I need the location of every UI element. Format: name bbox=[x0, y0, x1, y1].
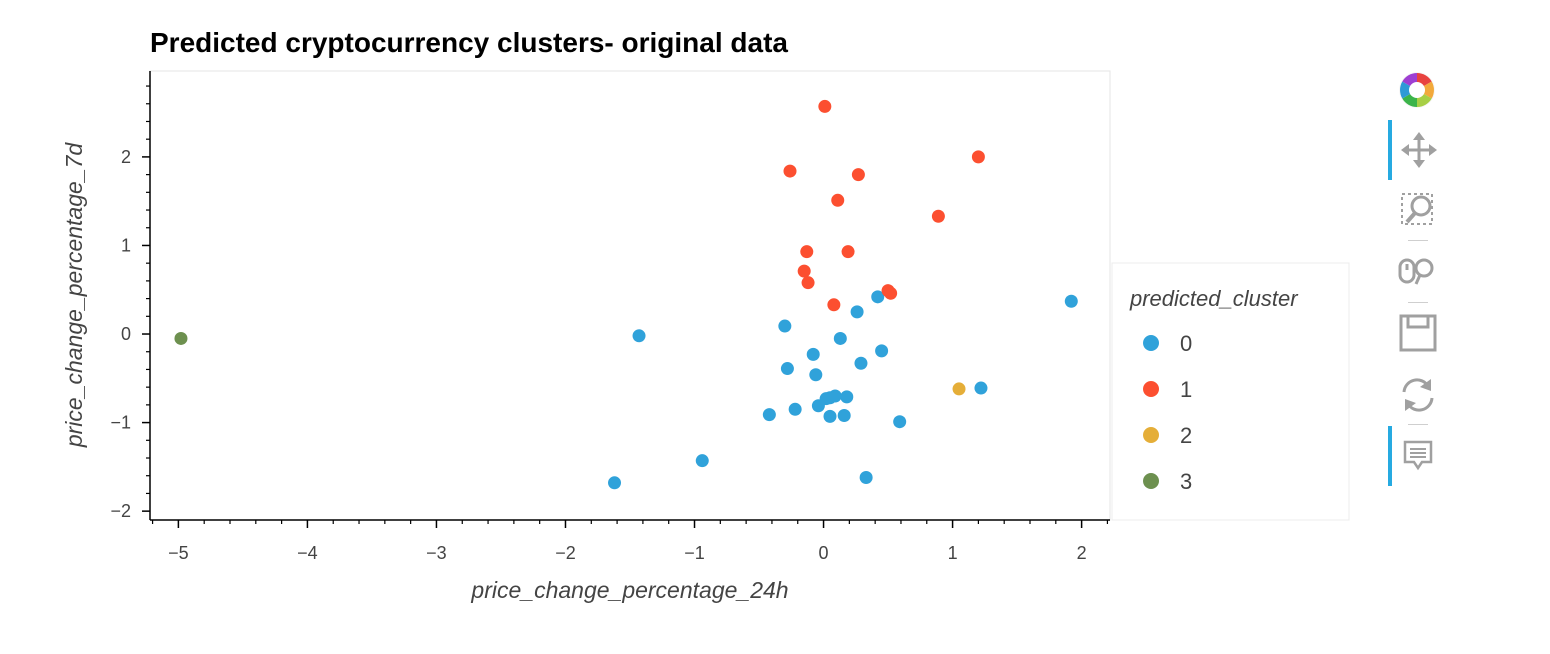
scatter-point-cluster-0[interactable] bbox=[840, 390, 854, 404]
y-tick-label: 2 bbox=[121, 147, 131, 167]
legend-label-0[interactable]: 0 bbox=[1180, 331, 1192, 356]
scatter-point-cluster-1[interactable] bbox=[800, 245, 814, 259]
scatter-point-cluster-1[interactable] bbox=[827, 298, 841, 312]
scatter-point-cluster-0[interactable] bbox=[859, 470, 873, 484]
scatter-point-cluster-1[interactable] bbox=[851, 168, 865, 182]
pan-move-icon bbox=[1401, 132, 1437, 168]
scatter-point-cluster-0[interactable] bbox=[823, 409, 837, 423]
scatter-point-cluster-0[interactable] bbox=[806, 347, 820, 361]
pan-tool-button[interactable] bbox=[1385, 120, 1445, 180]
scatter-point-cluster-1[interactable] bbox=[797, 264, 811, 278]
y-tick-label: −2 bbox=[110, 501, 131, 521]
scatter-point-cluster-1[interactable] bbox=[841, 245, 855, 259]
axes: −5 −4 −3 −2 −1 0 1 2 −2 −1 0 1 2 bbox=[110, 71, 1110, 563]
scatter-point-cluster-0[interactable] bbox=[871, 290, 885, 304]
y-tick-label: 0 bbox=[121, 324, 131, 344]
x-axis-label: price_change_percentage_24h bbox=[470, 577, 788, 603]
hover-tool-button[interactable] bbox=[1385, 426, 1445, 486]
scatter-point-cluster-0[interactable] bbox=[1064, 294, 1078, 308]
scatter-point-cluster-2[interactable] bbox=[952, 382, 966, 396]
legend-title: predicted_cluster bbox=[1129, 286, 1299, 311]
save-icon bbox=[1399, 314, 1437, 352]
scatter-point-cluster-0[interactable] bbox=[875, 344, 889, 358]
legend-marker-2[interactable] bbox=[1143, 427, 1159, 443]
scatter-point-cluster-0[interactable] bbox=[850, 305, 864, 319]
legend-marker-0[interactable] bbox=[1143, 335, 1159, 351]
scatter-point-cluster-0[interactable] bbox=[778, 319, 792, 333]
legend-marker-3[interactable] bbox=[1143, 473, 1159, 489]
plot-frame[interactable] bbox=[149, 70, 1111, 521]
scatter-points bbox=[174, 99, 1078, 490]
box-zoom-tool-button[interactable] bbox=[1385, 186, 1445, 238]
x-tick-label: 2 bbox=[1077, 543, 1087, 563]
chart-title: Predicted cryptocurrency clusters- origi… bbox=[150, 27, 788, 58]
scatter-point-cluster-3[interactable] bbox=[174, 331, 188, 345]
scatter-point-cluster-0[interactable] bbox=[780, 362, 794, 376]
scatter-point-cluster-1[interactable] bbox=[884, 286, 898, 300]
scatter-point-cluster-0[interactable] bbox=[809, 368, 823, 382]
scatter-point-cluster-1[interactable] bbox=[971, 150, 985, 164]
scatter-point-cluster-0[interactable] bbox=[854, 356, 868, 370]
scatter-point-cluster-0[interactable] bbox=[762, 408, 776, 422]
scatter-point-cluster-0[interactable] bbox=[893, 415, 907, 429]
wheel-zoom-tool-button[interactable] bbox=[1385, 248, 1445, 300]
scatter-point-cluster-0[interactable] bbox=[828, 389, 842, 403]
legend-label-2[interactable]: 2 bbox=[1180, 423, 1192, 448]
y-tick-label: −1 bbox=[110, 413, 131, 433]
box-zoom-icon bbox=[1401, 193, 1433, 225]
legend-marker-1[interactable] bbox=[1143, 381, 1159, 397]
scatter-point-cluster-0[interactable] bbox=[632, 329, 646, 343]
x-tick-label: −2 bbox=[555, 543, 576, 563]
legend: predicted_cluster 0 1 2 3 bbox=[1111, 262, 1350, 521]
x-tick-label: −3 bbox=[426, 543, 447, 563]
scatter-point-cluster-0[interactable] bbox=[695, 454, 709, 468]
y-axis-label: price_change_percentage_7d bbox=[61, 142, 87, 449]
x-tick-label: −4 bbox=[297, 543, 318, 563]
scatter-point-cluster-0[interactable] bbox=[974, 381, 988, 395]
toolbar bbox=[1385, 62, 1445, 502]
bokeh-logo-icon[interactable] bbox=[1385, 62, 1445, 112]
x-tick-label: 0 bbox=[819, 543, 829, 563]
scatter-point-cluster-0[interactable] bbox=[837, 408, 851, 422]
scatter-point-cluster-0[interactable] bbox=[608, 476, 622, 490]
reset-icon bbox=[1402, 378, 1434, 412]
scatter-point-cluster-1[interactable] bbox=[931, 209, 945, 223]
scatter-point-cluster-1[interactable] bbox=[818, 99, 832, 113]
legend-label-1[interactable]: 1 bbox=[1180, 377, 1192, 402]
hover-comment-icon bbox=[1403, 440, 1433, 471]
scatter-point-cluster-1[interactable] bbox=[831, 193, 845, 207]
reset-tool-button[interactable] bbox=[1385, 370, 1445, 420]
save-tool-button[interactable] bbox=[1385, 310, 1445, 360]
scatter-point-cluster-1[interactable] bbox=[801, 276, 815, 290]
legend-label-3[interactable]: 3 bbox=[1180, 469, 1192, 494]
x-tick-label: −1 bbox=[684, 543, 705, 563]
x-tick-label: −5 bbox=[168, 543, 189, 563]
scatter-point-cluster-1[interactable] bbox=[783, 164, 797, 178]
scatter-point-cluster-0[interactable] bbox=[833, 331, 847, 345]
scatter-point-cluster-0[interactable] bbox=[788, 402, 802, 416]
y-tick-label: 1 bbox=[121, 235, 131, 255]
x-tick-label: 1 bbox=[948, 543, 958, 563]
wheel-zoom-icon bbox=[1398, 258, 1434, 285]
